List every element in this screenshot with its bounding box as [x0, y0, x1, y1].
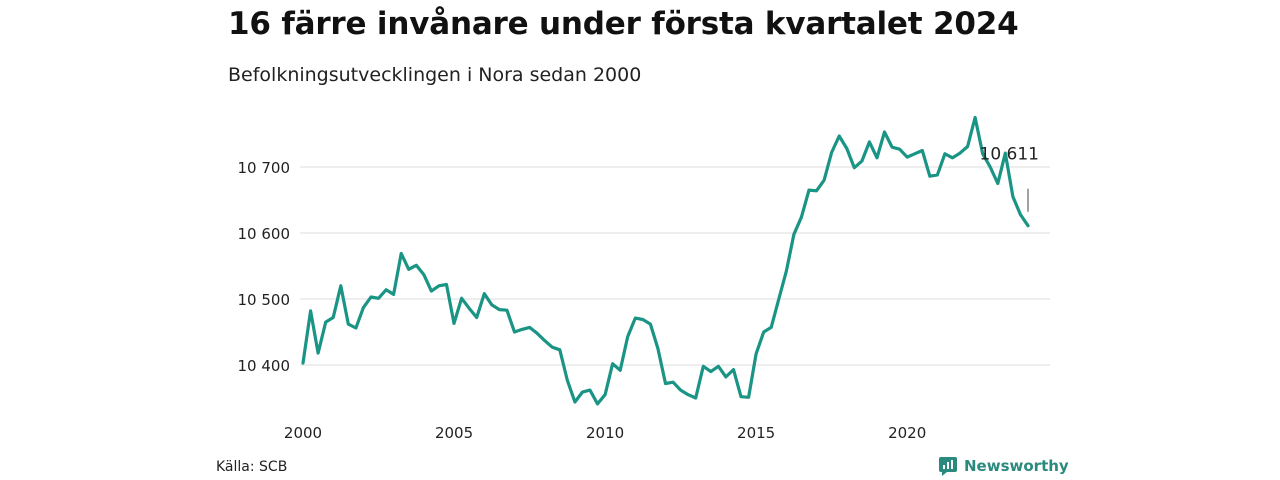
x-tick-label: 2010: [586, 424, 624, 442]
x-axis-ticks: 2000 2005 2010 2015 2020: [284, 424, 926, 442]
y-tick-label: 10 600: [238, 225, 291, 243]
y-tick-label: 10 500: [238, 291, 291, 309]
x-tick-label: 2000: [284, 424, 322, 442]
x-tick-label: 2005: [435, 424, 473, 442]
newsworthy-logo-icon: [939, 457, 957, 476]
brand-logo[interactable]: Newsworthy: [938, 456, 1069, 476]
chart-title: 16 färre invånare under första kvartalet…: [228, 6, 1019, 42]
y-tick-label: 10 700: [238, 159, 291, 177]
population-series-line: [301, 115, 1030, 406]
gridlines: [300, 166, 1050, 366]
x-tick-label: 2015: [737, 424, 775, 442]
source-note: Källa: SCB: [216, 459, 288, 475]
y-axis-ticks: 10 400 10 600 10 700 10 500: [238, 159, 291, 375]
brand-name: Newsworthy: [964, 457, 1069, 475]
chart-subtitle: Befolkningsutvecklingen i Nora sedan 200…: [228, 64, 642, 86]
y-tick-label: 10 400: [238, 357, 291, 375]
x-tick-label: 2020: [888, 424, 926, 442]
annotation-label: 10 611: [980, 145, 1039, 165]
